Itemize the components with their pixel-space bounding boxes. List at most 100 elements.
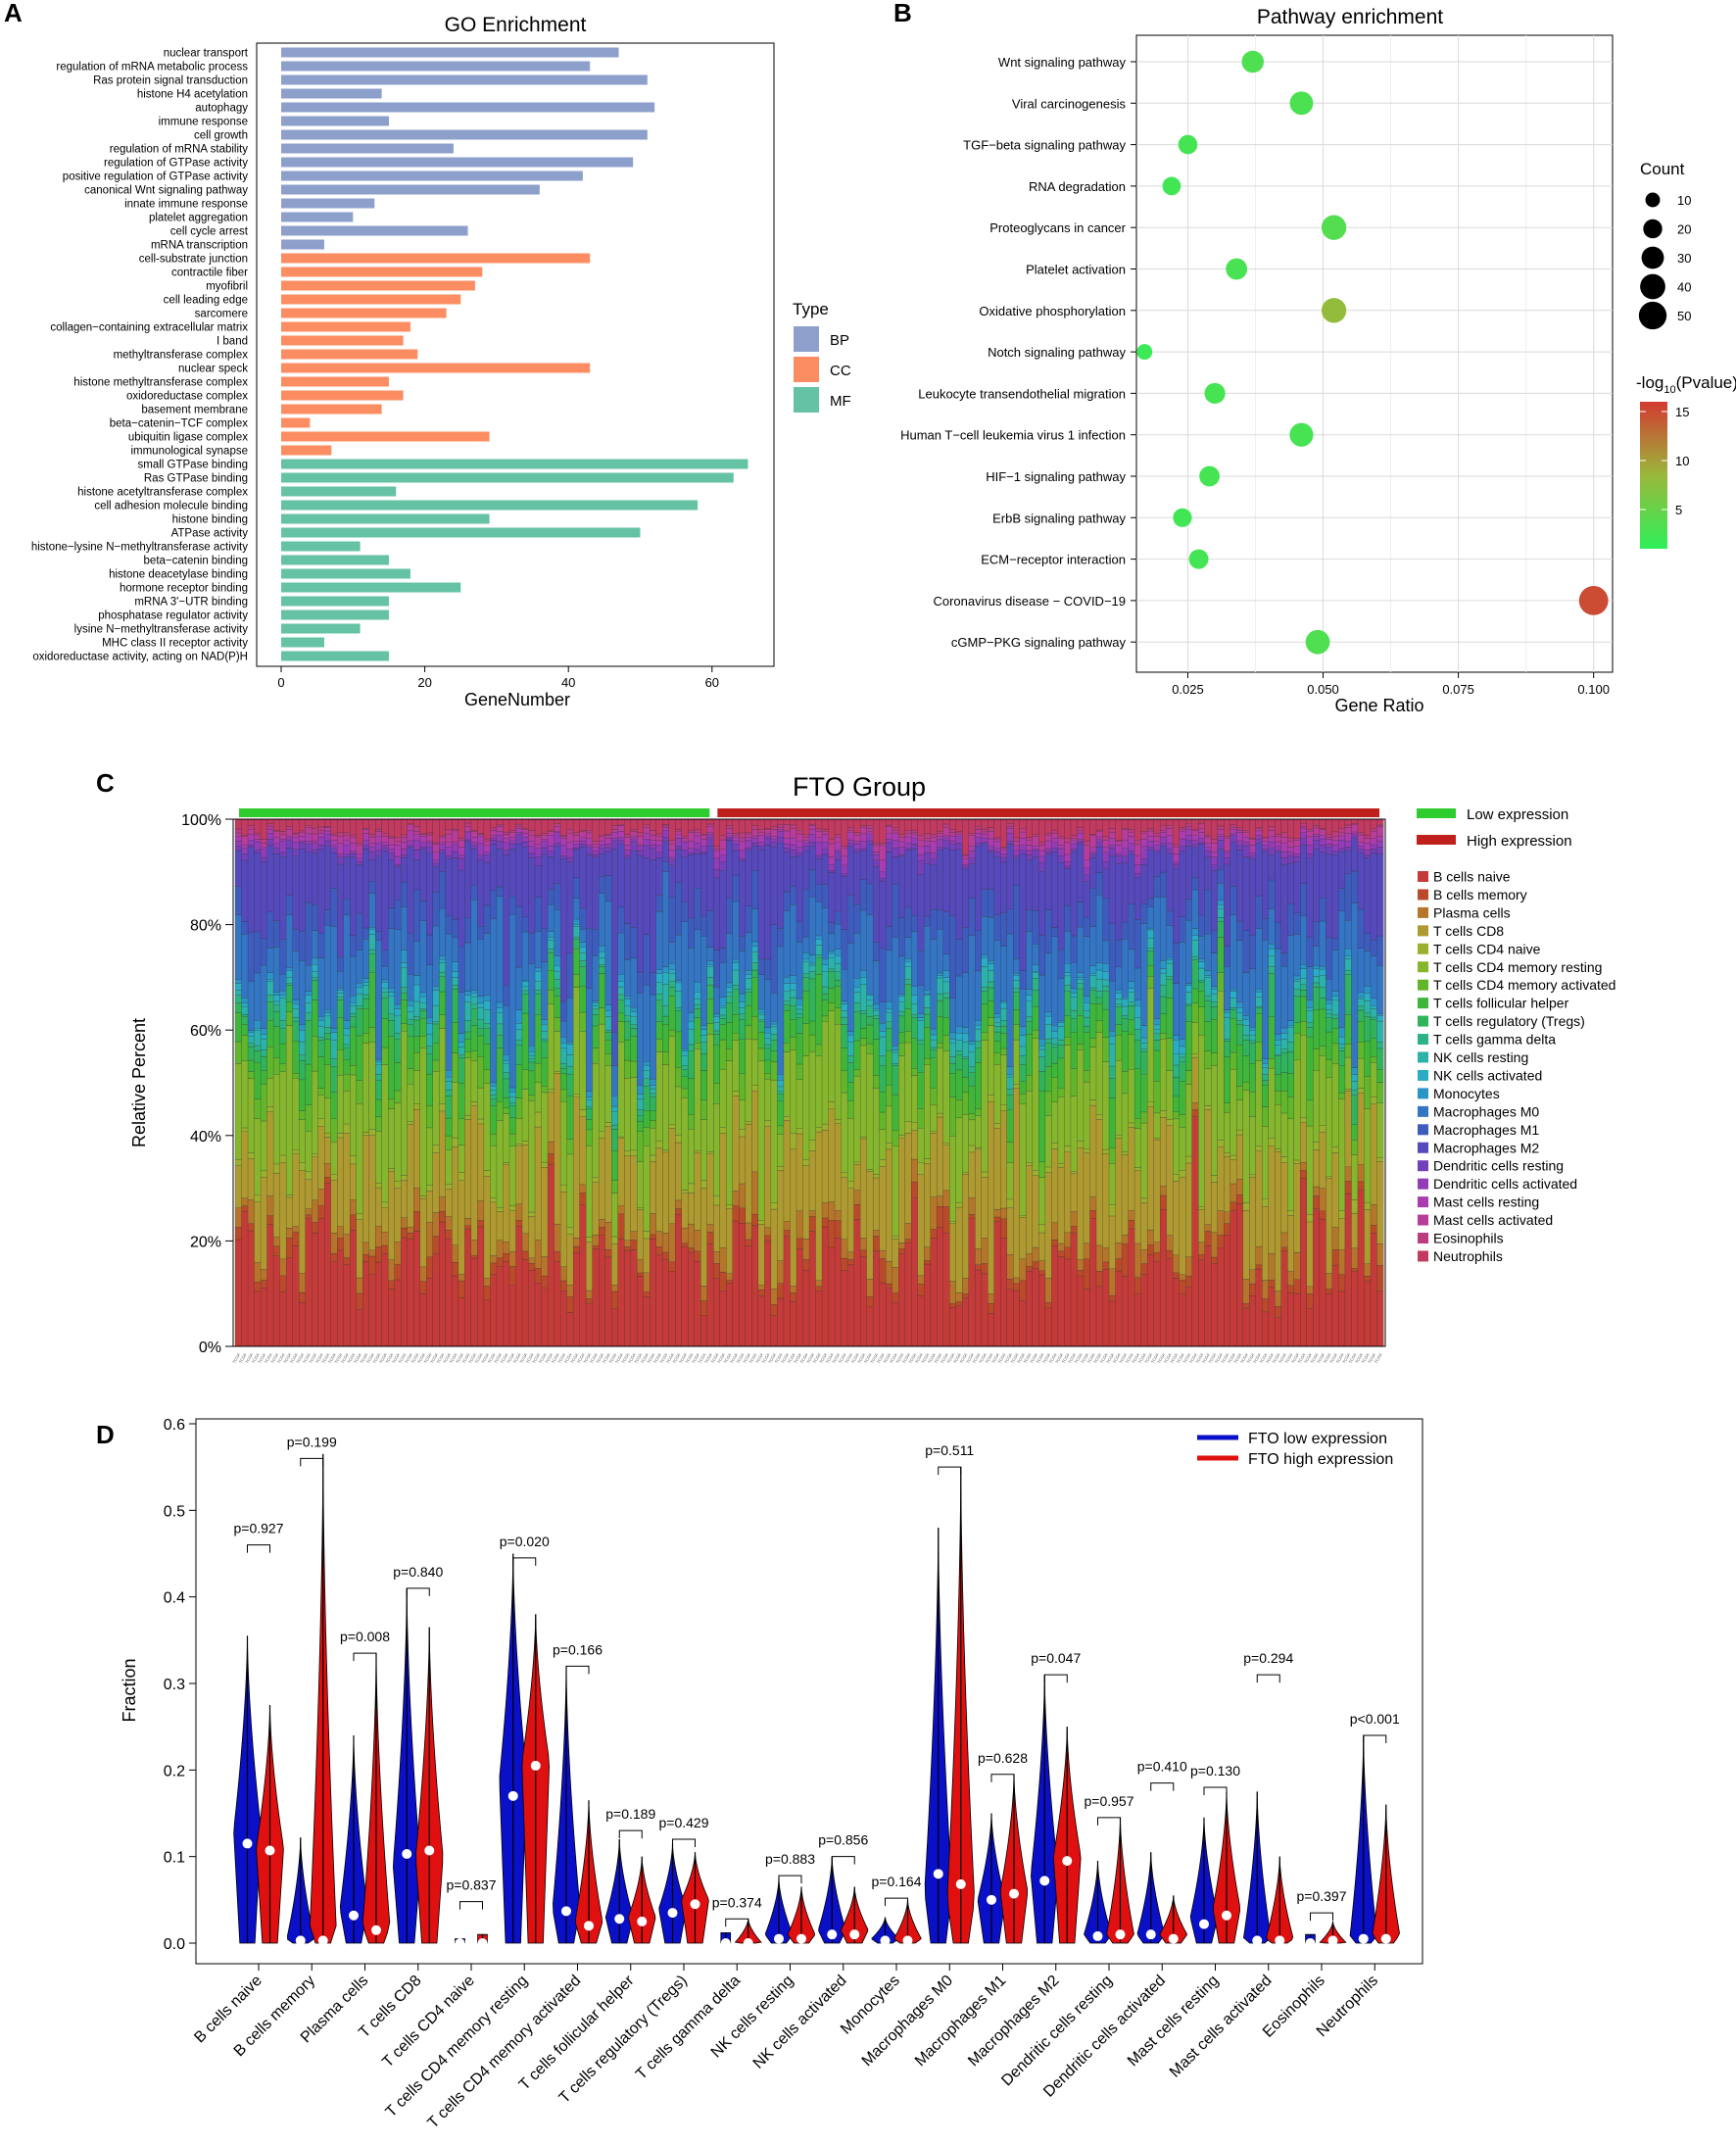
stack-segment	[892, 1236, 899, 1240]
stack-segment	[751, 843, 759, 847]
stack-segment	[330, 888, 338, 927]
stack-segment	[1268, 1067, 1276, 1139]
stack-segment	[1376, 1157, 1384, 1162]
stack-segment	[572, 898, 580, 920]
stack-segment	[681, 1069, 689, 1077]
stack-segment	[1198, 991, 1205, 1007]
stack-segment	[541, 1167, 549, 1257]
stack-segment	[757, 842, 765, 847]
stack-segment	[1262, 1126, 1270, 1199]
stack-segment	[1268, 879, 1276, 909]
stack-segment	[975, 1019, 983, 1026]
stack-segment	[1376, 841, 1384, 848]
stack-segment	[279, 840, 287, 853]
stack-segment	[305, 901, 313, 966]
stack-segment	[713, 986, 721, 1015]
go-bar	[281, 472, 734, 483]
stack-segment	[1255, 928, 1263, 990]
stack-segment	[790, 990, 797, 999]
stack-segment	[350, 851, 357, 854]
stack-segment	[407, 933, 414, 975]
stack-segment	[1140, 1074, 1148, 1113]
stack-segment	[401, 987, 409, 994]
stack-segment	[1146, 830, 1154, 837]
stack-segment	[1300, 968, 1308, 979]
stack-segment	[904, 937, 912, 959]
stack-segment	[917, 1020, 925, 1041]
stack-segment	[1051, 1077, 1059, 1102]
stack-segment	[624, 818, 631, 835]
stack-segment	[247, 1036, 255, 1044]
stack-segment	[611, 1291, 618, 1309]
stack-segment	[1070, 1032, 1078, 1069]
stack-segment	[439, 1196, 447, 1212]
stack-segment	[432, 1212, 440, 1237]
stack-segment	[279, 995, 287, 999]
stack-segment	[1357, 997, 1365, 999]
stack-segment	[1013, 845, 1021, 851]
stack-segment	[981, 831, 989, 835]
stack-segment	[292, 1073, 300, 1079]
stack-segment	[260, 1070, 267, 1085]
stack-segment	[1038, 1270, 1046, 1276]
stack-segment	[962, 1058, 970, 1078]
stack-segment	[503, 1096, 510, 1109]
stack-segment	[298, 1024, 306, 1031]
stack-segment	[515, 966, 523, 1010]
stack-segment	[1166, 962, 1174, 977]
stack-segment	[477, 1019, 485, 1029]
stack-segment	[802, 1239, 810, 1260]
stack-segment	[911, 1075, 918, 1123]
violin-median-dot	[371, 1925, 381, 1935]
stack-segment	[1344, 920, 1352, 950]
go-bar	[281, 513, 490, 524]
stack-segment	[802, 1165, 810, 1240]
stack-segment	[815, 858, 823, 885]
stack-segment	[1338, 888, 1346, 911]
stack-segment	[751, 1171, 759, 1215]
go-category-label: histone deacetylase binding	[109, 569, 248, 581]
stack-segment	[1242, 856, 1250, 931]
stack-segment	[1249, 845, 1257, 853]
significance-bracket	[247, 1544, 270, 1553]
stack-segment	[464, 1001, 472, 1021]
violin-legend: FTO low expression FTO high expression	[1197, 1431, 1393, 1468]
stack-segment	[821, 958, 829, 965]
stack-segment	[1019, 1300, 1027, 1347]
stack-segment	[490, 1197, 498, 1203]
stack-segment	[285, 1196, 293, 1229]
stack-segment	[834, 859, 842, 912]
stack-segment	[1051, 1047, 1059, 1064]
sample-id-label: TCGA	[1036, 1352, 1045, 1364]
stack-segment	[1319, 969, 1326, 976]
stack-segment	[394, 900, 402, 930]
stack-segment	[790, 983, 797, 991]
stack-segment	[1128, 1122, 1135, 1128]
stack-segment	[1376, 1291, 1384, 1347]
stack-segment	[559, 1073, 567, 1091]
stack-segment	[272, 1245, 280, 1256]
stack-segment	[1344, 1014, 1352, 1045]
fto-y-tick-label: 60%	[190, 1023, 221, 1040]
stack-segment	[624, 923, 631, 960]
stack-segment	[1133, 919, 1141, 969]
stack-segment	[1102, 852, 1110, 862]
stack-segment	[630, 818, 638, 830]
stack-segment	[312, 833, 318, 842]
stack-segment	[1280, 843, 1288, 853]
stack-segment	[904, 1008, 912, 1032]
stack-segment	[350, 1026, 357, 1066]
stack-segment	[1351, 1199, 1359, 1214]
stack-segment	[1026, 818, 1034, 838]
stack-segment	[688, 832, 696, 842]
stack-segment	[675, 882, 683, 936]
stack-segment	[1057, 1057, 1065, 1089]
stack-segment	[993, 1128, 1001, 1210]
stack-segment	[292, 1003, 300, 1009]
stack-segment	[592, 851, 600, 855]
stack-segment	[247, 1071, 255, 1079]
stack-segment	[1140, 1122, 1148, 1199]
stack-segment	[1326, 999, 1333, 1004]
stack-segment	[783, 818, 791, 825]
stack-segment	[1262, 1311, 1270, 1347]
